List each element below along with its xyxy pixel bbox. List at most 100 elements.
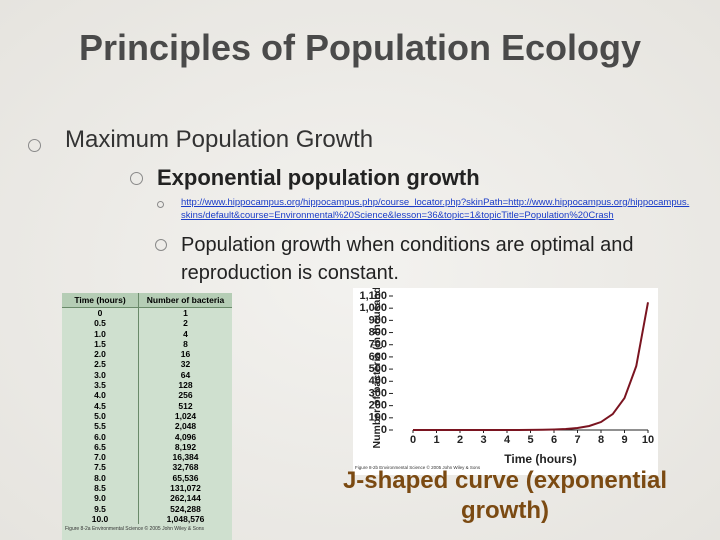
table-cell: 10.0 [62,513,139,525]
y-tick-label: 400 [369,375,387,387]
table-cell: 4,096 [174,431,197,442]
table-caption: Figure 8-2a Environmental Science © 2005… [65,526,205,533]
table-row: 8.0 65,536 [62,472,232,484]
y-tick-label: 1,000 [359,302,387,314]
x-tick-label: 6 [551,434,557,446]
y-tick-label: 600 [369,351,387,363]
y-tick-label: 500 [369,363,387,375]
table-row: 5.5 2,048 [62,421,232,432]
table-cell: 2.0 [62,349,139,360]
data-table: Time (hours) Number of bacteria 0 1 0.5 2 1.0 4… [62,293,232,540]
bullet-marker [157,201,164,208]
chart-caption: Figure 8-2b Environmental Science © 2005… [355,464,481,470]
table-cell: 8.5 [62,483,139,494]
bullet-marker [155,239,167,251]
y-tick-label: 900 [369,314,387,326]
table-cell: 256 [178,390,193,401]
table-cell: 1.5 [62,338,139,350]
y-tick-label: 800 [369,326,387,338]
table-cell: 0.5 [62,318,139,329]
y-tick-label: 200 [369,400,387,412]
x-tick-label: 8 [598,434,604,446]
table-cell: 2 [183,318,188,329]
x-tick-label: 4 [504,434,511,446]
table-cell: 524,288 [170,503,201,514]
table-row: 7.0 16,384 [62,452,232,463]
table-cell: 1.0 [62,328,139,339]
bullet: Population growth when conditions are op… [181,234,634,284]
table-row: 2.0 16 [62,349,232,360]
table-cell: 16,384 [172,452,199,463]
table-cell: 128 [178,380,193,391]
table: Time (hours) Number of bacteria 0 1 0.5 2 1.0 4… [62,293,232,525]
x-axis-label: Time (hours) [504,452,576,466]
x-tick-label: 3 [480,434,486,446]
table-cell: 8 [183,338,188,349]
table-row: 8.5 131,072 [62,483,232,494]
y-tick-label: 100 [369,412,387,424]
table-row: 4.5 512 [62,400,232,411]
table-cell: 4 [183,328,188,339]
table-cell: 131,072 [170,483,201,494]
table-row: 2.5 32 [62,359,232,370]
x-tick-label: 5 [527,434,533,446]
chart-background [353,288,658,475]
table-row: 3.0 64 [62,369,232,381]
table-cell: 1,048,576 [166,513,205,524]
table-cell: 2,048 [174,421,197,432]
table-row: 5.0 1,024 [62,410,232,422]
annotation: J-shaped curve (exponential growth) [342,467,668,524]
column-header: Number of bacteria [138,293,232,308]
table-row: 1.0 4 [62,328,232,339]
table-cell: 6.5 [62,441,139,453]
table-cell: 8,192 [174,441,197,452]
y-tick-label: 1,100 [359,290,387,302]
table-row: 10.0 1,048,576 [62,513,232,525]
table-cell: 3.5 [62,380,139,391]
data-line [412,302,649,431]
table-header: Time (hours) Number of bacteria [62,293,232,308]
table-cell: 32,768 [172,462,199,473]
table-row: 9.0 262,144 [62,493,232,504]
x-tick-label: 2 [457,434,463,446]
x-tick-label: 10 [642,434,654,446]
table-cell: 3.0 [62,369,139,381]
x-tick-label: 0 [410,434,416,446]
table-cell: 6.0 [62,431,139,442]
table-cell: 9.5 [62,503,139,514]
table-row: 6.5 8,192 [62,441,232,453]
link[interactable]: http://www.hippocampus.org/hippocampus.p… [181,197,690,221]
table-cell: 1,024 [174,410,197,421]
bullet-marker [130,172,143,185]
table-cell: 2.5 [62,359,139,370]
table-cell: 4.5 [62,400,139,411]
table-cell: 7.0 [62,452,139,463]
table-cell: 64 [180,369,191,380]
table-cell: 4.0 [62,390,139,401]
x-tick-label: 9 [621,434,627,446]
table-cell: 65,536 [172,472,199,483]
table-cell: 1 [183,308,188,318]
table-cell: 512 [178,400,193,411]
table-cell: 8.0 [62,472,139,484]
table-cell: 32 [180,359,191,370]
table-row: 6.0 4,096 [62,431,232,442]
table-row: 3.5 128 [62,380,232,391]
table-row: 9.5 524,288 [62,503,232,514]
table-cell: 5.5 [62,421,139,432]
column-header: Time (hours) [62,293,139,308]
table-cell: 7.5 [62,462,139,473]
x-tick-label: 1 [433,434,439,446]
y-axis-label: Number of bacteria (in thousands) [371,288,383,448]
bullet-marker [28,139,41,152]
bullet: Exponential population growth [157,165,480,190]
table-cell: 262,144 [170,493,201,504]
table-cell: 0 [62,307,139,319]
y-tick-label: 700 [369,339,387,351]
table-row: 1.5 8 [62,338,232,350]
table-cell: 9.0 [62,493,139,504]
slide-title: Principles of Population Ecology [78,27,642,68]
